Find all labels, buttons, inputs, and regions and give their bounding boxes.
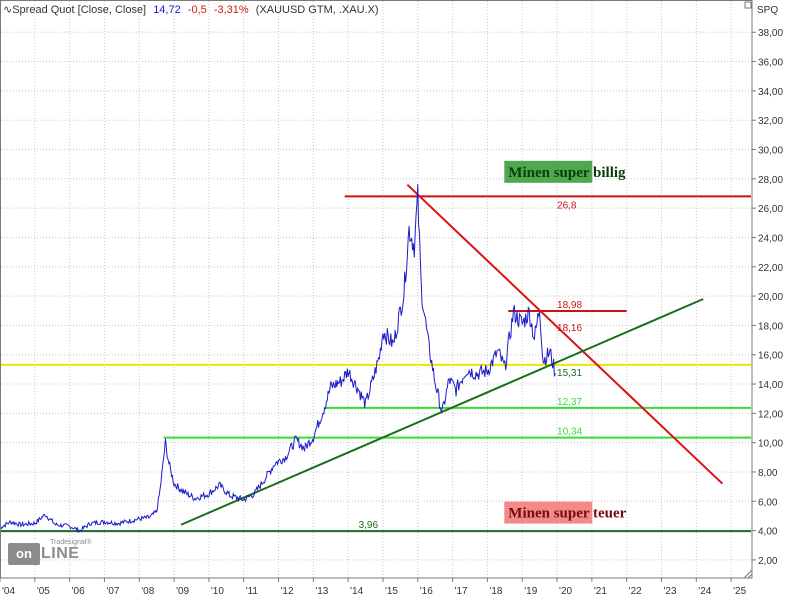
plot-frame <box>0 0 753 579</box>
y-tick-label: 34,00 <box>758 87 783 98</box>
x-tick-label: '14 <box>350 586 363 597</box>
x-tick-label: '24 <box>698 586 711 597</box>
y-tick-label: 16,00 <box>758 351 783 362</box>
y-tick-label: 8,00 <box>758 468 778 479</box>
annotation-teuer-bg <box>504 501 593 524</box>
x-tick-label: '21 <box>594 586 607 597</box>
tradesignal-logo: on LINE Tradesignal® <box>8 539 91 565</box>
level-label: 10,34 <box>557 427 582 438</box>
logo-prefix: on <box>8 543 40 565</box>
x-tick-label: '15 <box>385 586 398 597</box>
instruments-label: (XAUUSD GTM, .XAU.X) <box>255 4 379 16</box>
level-label: 18,98 <box>557 300 582 311</box>
y-tick-label: 30,00 <box>758 146 783 157</box>
x-tick-label: '12 <box>281 586 294 597</box>
x-tick-label: '23 <box>663 586 676 597</box>
y-axis-unit-label: SPQ <box>757 5 779 16</box>
x-tick-label: '18 <box>489 586 502 597</box>
x-tick-label: '22 <box>629 586 642 597</box>
y-tick-label: 26,00 <box>758 204 783 215</box>
y-tick-label: 32,00 <box>758 116 783 127</box>
annotation-billig-bg <box>504 160 593 183</box>
logo-suffix: LINE <box>41 545 80 562</box>
annotation-teuer: Minen super teuer <box>508 506 626 522</box>
x-tick-label: '09 <box>176 586 189 597</box>
y-tick-label: 36,00 <box>758 58 783 69</box>
downtrend-line <box>406 183 724 485</box>
y-tick-label: 22,00 <box>758 263 783 274</box>
x-tick-label: '06 <box>72 586 85 597</box>
y-tick-label: 38,00 <box>758 28 783 39</box>
logo-brand: Tradesignal® <box>50 539 92 546</box>
y-tick-label: 2,00 <box>758 556 778 567</box>
resize-grip-icon <box>743 569 753 579</box>
change-value: -0,5 <box>187 4 207 16</box>
y-tick-label: 20,00 <box>758 292 783 303</box>
chart-header: ∿Spread Quot [Close, Close] 14,72 -0,5 -… <box>3 3 379 16</box>
level-label: 3,96 <box>359 520 379 531</box>
x-tick-label: '19 <box>524 586 537 597</box>
y-tick-label: 28,00 <box>758 175 783 186</box>
last-value: 14,72 <box>153 4 181 16</box>
price-series-line <box>0 184 556 534</box>
y-tick-label: 18,00 <box>758 321 783 332</box>
x-tick-label: '05 <box>37 586 50 597</box>
level-label: 26,8 <box>557 200 577 211</box>
x-tick-label: '17 <box>455 586 468 597</box>
x-tick-label: '08 <box>141 586 154 597</box>
y-tick-label: 14,00 <box>758 380 783 391</box>
level-label: 12,37 <box>557 397 582 408</box>
y-tick-label: 4,00 <box>758 527 778 538</box>
x-tick-label: '04 <box>2 586 15 597</box>
y-tick-label: 6,00 <box>758 497 778 508</box>
y-tick-label: 10,00 <box>758 439 783 450</box>
corner-box-icon <box>744 1 752 9</box>
x-tick-label: '10 <box>211 586 224 597</box>
y-tick-label: 12,00 <box>758 409 783 420</box>
spread-title: ∿Spread Quot [Close, Close] <box>3 4 147 16</box>
level-label: 18,16 <box>557 323 582 334</box>
annotation-billig: Minen super billig <box>508 165 626 181</box>
level-label: 15,31 <box>557 368 582 379</box>
x-tick-label: '07 <box>106 586 119 597</box>
x-tick-label: '16 <box>420 586 433 597</box>
x-tick-label: '25 <box>733 586 746 597</box>
uptrend-line <box>180 298 704 526</box>
x-tick-label: '13 <box>315 586 328 597</box>
y-tick-label: 24,00 <box>758 233 783 244</box>
x-tick-label: '11 <box>246 586 259 597</box>
change-percent: -3,31% <box>213 4 249 16</box>
x-tick-label: '20 <box>559 586 572 597</box>
